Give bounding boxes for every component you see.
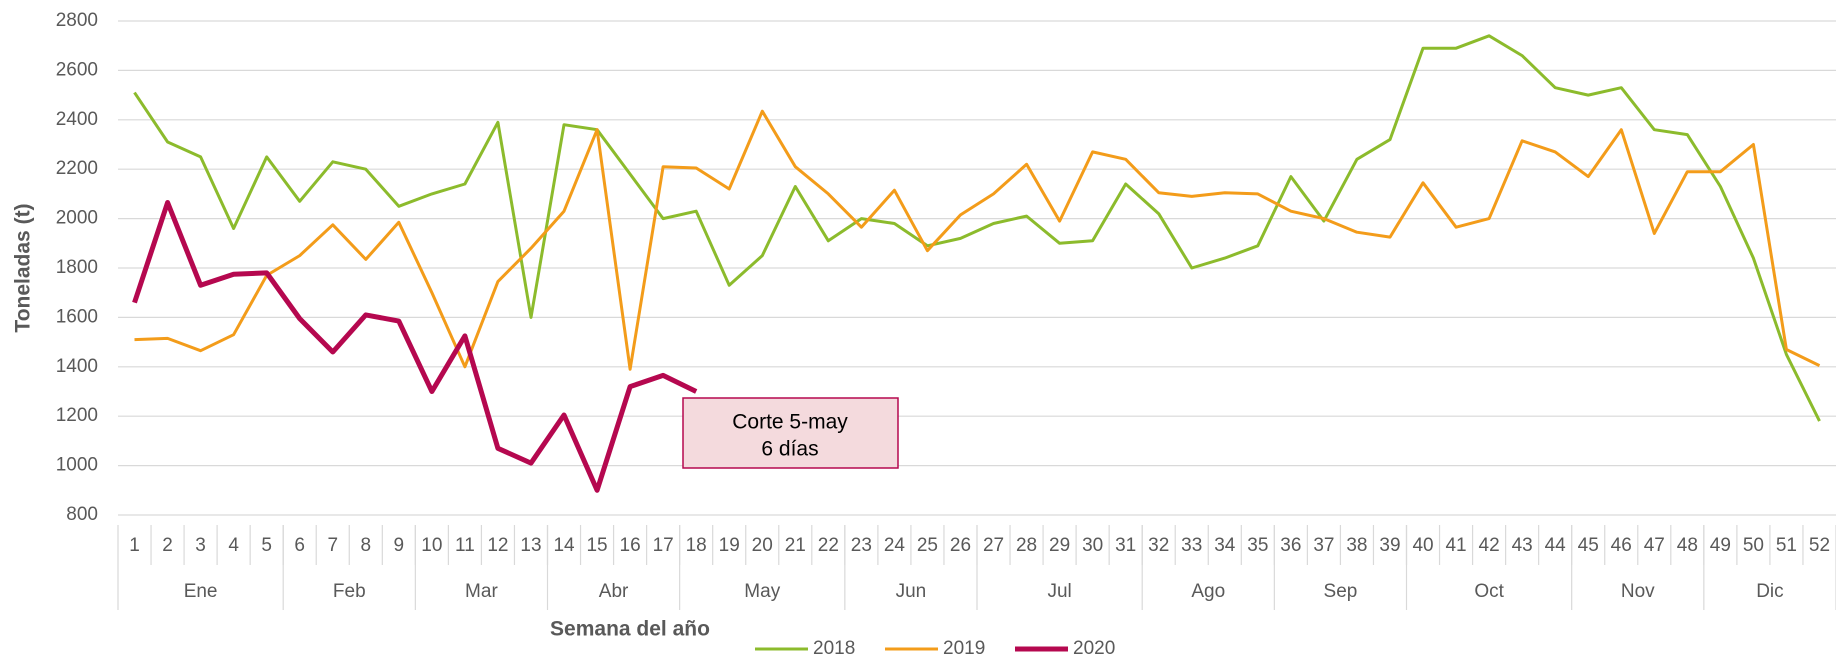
x-tick-label: 1 [129, 535, 140, 556]
month-label: Ago [1191, 581, 1225, 602]
x-tick-label: 15 [586, 535, 607, 556]
y-tick-label: 2800 [56, 10, 98, 31]
x-tick-label: 21 [785, 535, 806, 556]
x-tick-label: 44 [1545, 535, 1567, 556]
x-tick-label: 33 [1181, 535, 1202, 556]
y-tick-label: 1400 [56, 356, 98, 377]
month-label: Feb [333, 581, 366, 602]
month-label: Oct [1474, 581, 1504, 602]
x-tick-label: 17 [653, 535, 674, 556]
x-tick-label: 7 [327, 535, 338, 556]
x-tick-label: 29 [1049, 535, 1070, 556]
y-tick-label: 800 [66, 504, 98, 525]
x-tick-label: 40 [1412, 535, 1433, 556]
annotation-text: 6 días [761, 438, 818, 461]
month-label: Nov [1621, 581, 1655, 602]
y-tick-label: 2000 [56, 208, 98, 229]
x-tick-label: 30 [1082, 535, 1103, 556]
y-tick-label: 2600 [56, 59, 98, 80]
x-tick-label: 48 [1677, 535, 1698, 556]
series-line [134, 109, 1821, 371]
month-label: Jun [896, 581, 927, 602]
legend-label: 2020 [1073, 638, 1115, 659]
x-tick-label: 35 [1247, 535, 1268, 556]
y-tick-label: 1000 [56, 455, 98, 476]
x-tick-label: 6 [294, 535, 305, 556]
x-tick-label: 51 [1776, 535, 1797, 556]
x-tick-label: 42 [1479, 535, 1500, 556]
x-tick-label: 45 [1578, 535, 1599, 556]
x-tick-label: 24 [884, 535, 906, 556]
legend-label: 2019 [943, 638, 985, 659]
x-tick-label: 10 [421, 535, 442, 556]
annotation-box [682, 397, 899, 469]
x-tick-label: 13 [520, 535, 541, 556]
x-tick-label: 36 [1280, 535, 1301, 556]
x-tick-label: 26 [950, 535, 971, 556]
series-line [133, 34, 1821, 422]
x-tick-label: 22 [818, 535, 839, 556]
x-tick-label: 46 [1611, 535, 1632, 556]
x-tick-label: 27 [983, 535, 1004, 556]
x-tick-label: 47 [1644, 535, 1665, 556]
x-tick-label: 37 [1313, 535, 1334, 556]
x-tick-label: 32 [1148, 535, 1169, 556]
x-tick-label: 34 [1214, 535, 1236, 556]
legend-label: 2018 [813, 638, 855, 659]
x-tick-label: 14 [553, 535, 575, 556]
x-tick-label: 19 [719, 535, 740, 556]
month-label: Abr [599, 581, 629, 602]
x-tick-label: 31 [1115, 535, 1136, 556]
x-tick-label: 9 [394, 535, 405, 556]
x-tick-label: 43 [1512, 535, 1533, 556]
month-label: Dic [1756, 581, 1783, 602]
month-label: Jul [1047, 581, 1071, 602]
x-tick-label: 12 [487, 535, 508, 556]
x-tick-label: 52 [1809, 535, 1830, 556]
x-tick-label: 25 [917, 535, 938, 556]
y-axis-title: Toneladas (t) [12, 203, 35, 332]
x-tick-label: 39 [1379, 535, 1400, 556]
x-tick-label: 41 [1445, 535, 1466, 556]
x-tick-label: 28 [1016, 535, 1037, 556]
x-tick-label: 4 [228, 535, 239, 556]
series-line [132, 200, 698, 493]
x-tick-label: 8 [360, 535, 371, 556]
annotation-text: Corte 5-may [732, 411, 848, 434]
x-tick-label: 50 [1743, 535, 1764, 556]
x-tick-label: 2 [162, 535, 173, 556]
x-tick-label: 5 [261, 535, 272, 556]
x-axis-title: Semana del año [550, 618, 710, 641]
x-tick-label: 18 [686, 535, 707, 556]
x-tick-label: 16 [620, 535, 641, 556]
y-tick-label: 2200 [56, 158, 98, 179]
x-tick-label: 23 [851, 535, 872, 556]
y-tick-label: 1600 [56, 306, 98, 327]
x-tick-label: 3 [195, 535, 206, 556]
month-label: Sep [1324, 581, 1358, 602]
y-tick-label: 1800 [56, 257, 98, 278]
month-label: Mar [465, 581, 498, 602]
month-label: May [744, 581, 780, 602]
x-tick-label: 20 [752, 535, 773, 556]
month-label: Ene [184, 581, 218, 602]
y-tick-label: 1200 [56, 405, 98, 426]
y-tick-label: 2400 [56, 109, 98, 130]
x-tick-label: 38 [1346, 535, 1367, 556]
x-tick-label: 49 [1710, 535, 1731, 556]
x-tick-label: 11 [455, 535, 475, 556]
